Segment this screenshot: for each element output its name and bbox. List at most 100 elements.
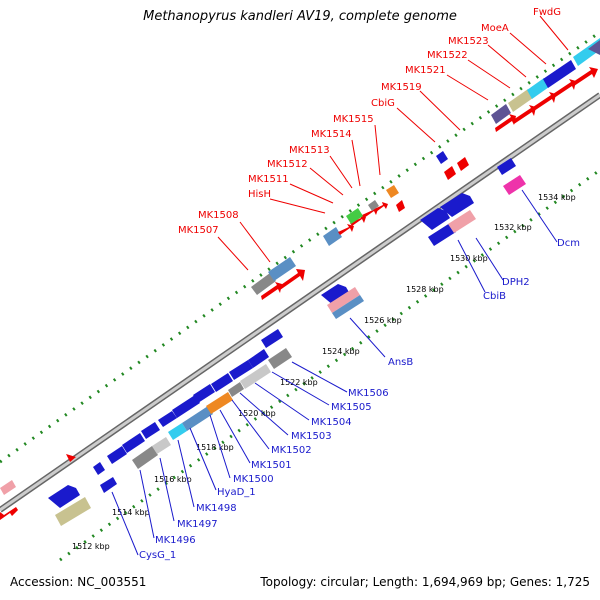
gene-reverse[interactable] <box>168 423 187 440</box>
gene-reverse[interactable] <box>107 446 127 464</box>
gene-label-mk1505[interactable]: MK1505 <box>331 402 372 413</box>
gene-forward[interactable] <box>436 151 448 164</box>
gene-forward[interactable] <box>0 480 16 495</box>
gene-forward[interactable] <box>350 215 366 226</box>
gene-label-mk1498[interactable]: MK1498 <box>196 503 237 514</box>
gene-forward[interactable] <box>396 200 405 212</box>
gene-reverse[interactable] <box>321 284 350 305</box>
gene-label-fwdg[interactable]: FwdG <box>533 7 561 18</box>
leader-line <box>209 414 231 479</box>
gene-forward[interactable] <box>251 273 276 295</box>
gene-label-ansb[interactable]: AnsB <box>388 357 413 368</box>
gene-reverse[interactable] <box>206 392 233 414</box>
gene-label-cbib[interactable]: CbiB <box>483 291 506 302</box>
gene-label-mk1513[interactable]: MK1513 <box>289 145 330 156</box>
gene-label-mk1500[interactable]: MK1500 <box>233 474 274 485</box>
gene-reverse[interactable] <box>122 433 145 453</box>
gene-forward[interactable] <box>513 105 536 124</box>
leader-line <box>475 237 504 281</box>
gene-label-cbig[interactable]: CbiG <box>371 98 395 109</box>
gene-label-mk1506[interactable]: MK1506 <box>348 388 389 399</box>
leader-line <box>329 155 353 189</box>
gene-label-mk1502[interactable]: MK1502 <box>271 445 312 456</box>
gene-label-hyad1[interactable]: HyaD_1 <box>217 487 256 498</box>
gene-label-mk1496[interactable]: MK1496 <box>155 535 196 546</box>
gene-forward[interactable] <box>508 89 533 112</box>
gene-label-mk1519[interactable]: MK1519 <box>381 82 422 93</box>
gene-reverse[interactable] <box>132 446 158 469</box>
gene-label-dph2[interactable]: DPH2 <box>502 277 530 288</box>
tick-labels: 1512 kbp 1514 kbp 1516 kbp 1518 kbp 1520… <box>72 193 576 551</box>
gene-forward[interactable] <box>543 60 576 88</box>
gene-label-mk1511[interactable]: MK1511 <box>248 174 289 185</box>
gene-label-mk1522[interactable]: MK1522 <box>427 50 468 61</box>
gene-label-moea[interactable]: MoeA <box>481 23 509 34</box>
gene-label-dcm[interactable]: Dcm <box>557 238 580 249</box>
gene-reverse[interactable] <box>240 364 271 389</box>
gene-reverse[interactable] <box>261 329 283 348</box>
gene-forward[interactable] <box>553 79 576 98</box>
gene-label-mk1515[interactable]: MK1515 <box>333 114 374 125</box>
gene-reverse[interactable] <box>48 485 80 508</box>
gene-reverse[interactable] <box>193 384 215 403</box>
gene-forward[interactable] <box>457 157 469 171</box>
gene-reverse[interactable] <box>211 373 233 392</box>
gene-forward[interactable] <box>362 207 378 218</box>
gene-reverse[interactable] <box>497 158 516 175</box>
gene-reverse[interactable] <box>182 406 213 431</box>
gene-forward[interactable] <box>533 92 556 111</box>
gene-forward[interactable] <box>588 40 600 55</box>
gene-reverse[interactable] <box>440 193 474 217</box>
gene-forward[interactable] <box>374 202 388 212</box>
gene-reverse[interactable] <box>158 411 177 427</box>
gene-forward[interactable] <box>527 78 549 99</box>
gene-forward[interactable] <box>0 507 18 520</box>
leader-line <box>231 399 270 450</box>
gene-reverse[interactable] <box>100 477 117 493</box>
gene-label-mk1521[interactable]: MK1521 <box>405 65 446 76</box>
gene-reverse[interactable] <box>327 287 360 313</box>
gene-reverse[interactable] <box>172 395 200 418</box>
gene-label-mk1514[interactable]: MK1514 <box>311 129 352 140</box>
gene-forward[interactable] <box>495 114 516 132</box>
gene-label-mk1501[interactable]: MK1501 <box>251 460 292 471</box>
gene-label-mk1503[interactable]: MK1503 <box>291 431 332 442</box>
gene-reverse[interactable] <box>152 437 171 454</box>
genome-summary-text: Topology: circular; Length: 1,694,969 bp… <box>260 575 590 589</box>
gene-forward[interactable] <box>338 224 354 235</box>
gene-reverse[interactable] <box>229 360 253 380</box>
gene-label-cysg1[interactable]: CysG_1 <box>139 550 176 561</box>
gene-forward[interactable] <box>491 104 511 124</box>
gene-reverse[interactable] <box>141 422 160 439</box>
gene-reverse[interactable] <box>503 175 526 195</box>
gene-forward[interactable] <box>368 200 379 211</box>
gene-forward[interactable] <box>573 38 600 66</box>
gene-reverse[interactable] <box>55 497 91 526</box>
gene-reverse[interactable] <box>428 223 456 246</box>
gene-label-hish[interactable]: HisH <box>248 189 271 200</box>
gene-reverse[interactable] <box>228 382 244 397</box>
tick-label-1530kbp: 1530 kbp <box>450 254 488 263</box>
gene-forward[interactable] <box>444 166 456 180</box>
gene-forward[interactable] <box>386 185 399 198</box>
gene-forward[interactable] <box>66 454 76 462</box>
gene-forward[interactable] <box>573 67 598 86</box>
leader-line <box>351 139 361 187</box>
gene-forward[interactable] <box>278 269 305 290</box>
gene-forward[interactable] <box>346 208 363 224</box>
gene-reverse[interactable] <box>248 349 269 368</box>
gene-forward[interactable] <box>261 282 282 300</box>
gene-forward[interactable] <box>323 227 342 246</box>
gene-reverse[interactable] <box>332 295 364 319</box>
gene-reverse[interactable] <box>268 348 292 369</box>
gene-label-mk1507[interactable]: MK1507 <box>178 225 219 236</box>
gene-reverse[interactable] <box>93 462 105 475</box>
gene-label-mk1497[interactable]: MK1497 <box>177 519 218 530</box>
gene-label-mk1508[interactable]: MK1508 <box>198 210 239 221</box>
gene-forward[interactable] <box>268 257 296 281</box>
gene-reverse[interactable] <box>420 208 450 230</box>
gene-label-mk1512[interactable]: MK1512 <box>267 159 308 170</box>
gene-label-mk1504[interactable]: MK1504 <box>311 417 352 428</box>
gene-label-mk1523[interactable]: MK1523 <box>448 36 489 47</box>
gene-reverse[interactable] <box>448 210 476 233</box>
